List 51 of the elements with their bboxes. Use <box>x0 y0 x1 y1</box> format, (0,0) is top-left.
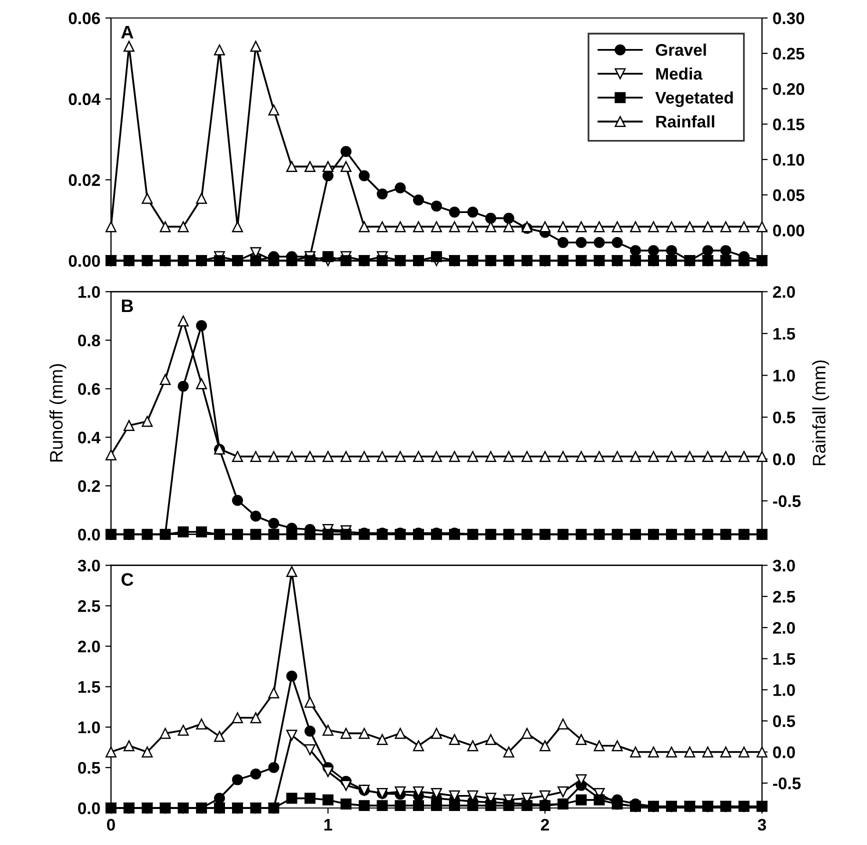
y-tick-label: 0.5 <box>78 762 100 774</box>
y2-tick-label: 0.0 <box>773 746 795 758</box>
chart-title: B <box>122 300 133 312</box>
y2-tick-label: 1.0 <box>773 684 795 696</box>
y-tick-label: 0.04 <box>68 93 100 106</box>
y2-tick-label: 0.00 <box>773 224 804 236</box>
legend-label: Rainfall <box>656 115 714 128</box>
y-axis-title: Runoff (mm) <box>49 364 66 462</box>
y-tick-label: 0.00 <box>68 255 100 267</box>
y2-tick-label: 0.05 <box>773 189 804 202</box>
y-tick-label: 0.2 <box>78 480 100 492</box>
legend-label: Vegetated <box>655 91 733 107</box>
y-tick-label: 0.02 <box>68 174 100 186</box>
y-tick-label: 0.0 <box>78 528 100 541</box>
y2-tick-label: 3.0 <box>772 560 795 572</box>
y2-tick-label: 2.0 <box>772 622 795 634</box>
y2-tick-label: 2.5 <box>772 590 796 603</box>
y2-tick-label: 0.5 <box>773 412 796 424</box>
y2-tick-label: 0.30 <box>773 12 804 24</box>
y2-tick-label: -0.5 <box>773 778 801 790</box>
y2-tick-label: 1.0 <box>773 370 795 382</box>
x-tick-label: 1 <box>324 819 332 830</box>
y2-tick-label: 0.0 <box>773 453 795 466</box>
y2-tick-label: 0.10 <box>773 154 804 166</box>
y-tick-label: 1.0 <box>78 286 100 298</box>
y-tick-label: 0.4 <box>78 432 100 444</box>
y2-tick-label: 0.5 <box>773 715 796 728</box>
legend-label: Gravel <box>656 44 706 56</box>
y-tick-label: 3.0 <box>78 560 100 572</box>
x-tick-label: 2 <box>540 818 549 830</box>
y-tick-label: 0.6 <box>78 383 100 395</box>
y2-tick-label: 0.15 <box>773 118 804 130</box>
y2-tick-label: -0.5 <box>773 495 801 508</box>
y2-tick-label: 0.20 <box>773 83 804 95</box>
legend-label: Media <box>656 67 703 80</box>
x-tick-label: 3 <box>758 818 766 831</box>
y-tick-label: 2.5 <box>78 600 100 612</box>
y-tick-label: 1.5 <box>78 681 100 693</box>
y2-tick-label: 2.0 <box>772 286 795 298</box>
y-tick-label: 0.0 <box>78 802 100 814</box>
y-tick-label: 0.06 <box>68 12 100 24</box>
y-tick-label: 1.0 <box>78 722 100 734</box>
y2-tick-label: 1.5 <box>773 328 796 340</box>
x-tick-label: 0 <box>107 818 115 831</box>
y2-tick-label: 1.5 <box>773 653 796 665</box>
chart-title: A <box>121 26 134 38</box>
y2-tick-label: 0.25 <box>773 48 804 60</box>
y-tick-label: 0.8 <box>78 334 100 346</box>
y2-axis-title: Rainfall (mm) <box>812 360 830 466</box>
chart-title: C <box>122 573 134 586</box>
y-tick-label: 2.0 <box>78 640 100 652</box>
